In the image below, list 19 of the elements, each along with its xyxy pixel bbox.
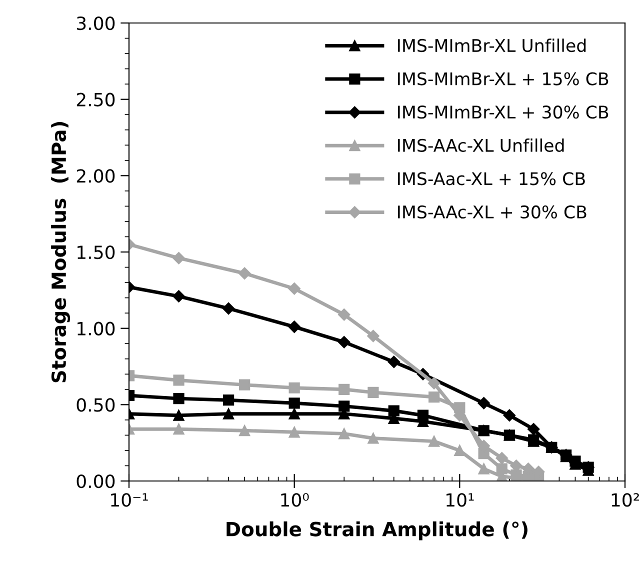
x-tick-label: 10⁻¹ <box>111 493 148 507</box>
y-axis-title: Storage Modulus (MPa) <box>51 122 70 382</box>
y-tick-label: 2.00 <box>76 169 115 183</box>
x-tick-label: 10⁰ <box>281 493 309 507</box>
x-tick-label: 10² <box>612 493 639 507</box>
y-tick-label: 2.50 <box>76 92 115 106</box>
x-axis-title: Double Strain Amplitude (°) <box>226 521 528 540</box>
y-tick-label: 0.00 <box>76 474 115 488</box>
legend-label: IMS-AAc-XL + 30% CB <box>398 205 586 219</box>
legend-label: IMS-MImBr-XL + 15% CB <box>398 72 608 86</box>
legend-label: IMS-AAc-XL Unfilled <box>398 138 564 152</box>
y-tick-label: 3.00 <box>76 16 115 30</box>
legend-label: IMS-Aac-XL + 15% CB <box>398 172 585 186</box>
legend-label: IMS-MImBr-XL Unfilled <box>398 38 586 52</box>
legend-label: IMS-MImBr-XL + 30% CB <box>398 106 608 119</box>
y-tick-label: 1.00 <box>78 322 115 336</box>
y-tick-label: 1.50 <box>78 245 115 260</box>
y-tick-label: 0.50 <box>76 398 115 412</box>
x-tick-label: 10¹ <box>446 493 474 507</box>
